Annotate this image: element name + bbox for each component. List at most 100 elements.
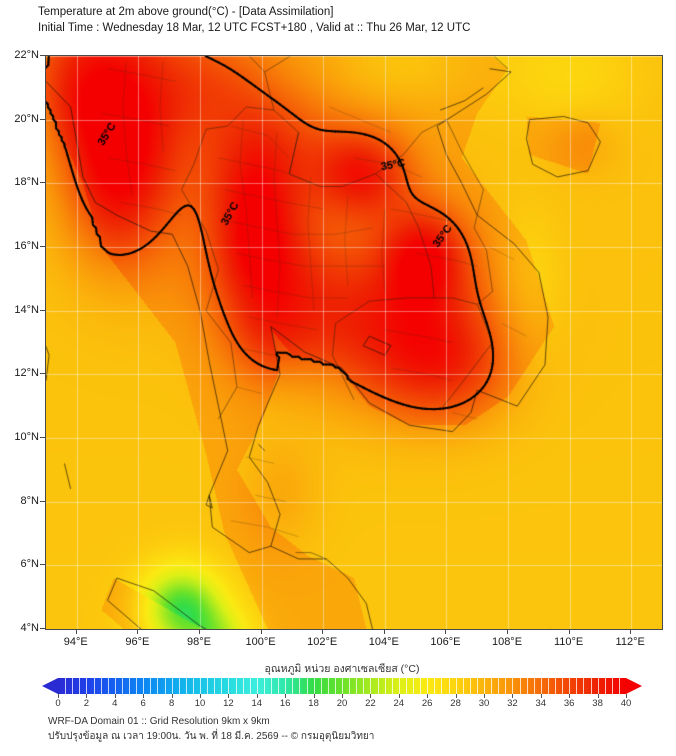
colorbar-tick-mark [313,694,315,698]
colorbar-tick-label: 8 [168,698,175,709]
colorbar-tick-mark [569,694,571,698]
colorbar-separator [476,678,478,694]
colorbar-separator [583,678,585,694]
colorbar-separator [157,678,159,694]
colorbar-separator [86,678,88,694]
colorbar-separator [171,678,173,694]
colorbar-separator [469,678,471,694]
colorbar-bar-area[interactable]: 0 2 4 6 8 10 12 14 16 18 20 22 24 26 28 30 32 34 36 38 40 [42,678,642,709]
longitude-tick-mark [507,629,508,634]
colorbar-body[interactable] [58,678,626,694]
colorbar-separator [185,678,187,694]
longitude-tick-label: 112°E [615,636,645,648]
colorbar-tick-label: 0 [55,698,61,709]
colorbar-separator [228,678,230,694]
colorbar-tick-mark [143,694,145,698]
colorbar-tick-label: 4 [112,698,118,709]
colorbar-separator [221,678,223,694]
colorbar-separator [313,678,315,694]
colorbar-separator [398,678,400,694]
colorbar-separator [363,678,365,694]
colorbar-separator [178,678,180,694]
colorbar-extend-high-arrow [626,678,642,694]
longitude-tick-mark [630,629,632,634]
latitude-tick-label: 4°N [20,622,39,634]
colorbar-tick-mark [114,694,116,698]
longitude-tick-label: 106°E [430,636,461,648]
colorbar-tick-label: 6 [140,698,146,709]
colorbar-separator [555,678,556,694]
latitude-tick-label: 18°N [14,176,39,189]
longitude-tick-mark [260,629,262,634]
latitude-tick-mark [40,500,45,502]
longitude-tick-label: 108°E [491,636,523,648]
colorbar-separator [356,678,358,694]
chart-title-block: Temperature at 2m above ground(°C) - [Da… [38,4,658,36]
colorbar-tick-mark [86,694,88,698]
colorbar-separator [100,678,102,694]
latitude-tick-mark [40,246,45,247]
colorbar-separator [547,678,549,694]
longitude-tick-label: 98°E [187,636,211,648]
colorbar-tick-label: 28 [450,698,461,709]
colorbar-separator [540,678,542,694]
colorbar-separator [334,678,336,694]
footer-line-1: WRF-DA Domain 01 :: Grid Resolution 9km … [48,716,270,727]
footer-line-2: ปรับปรุงข้อมูล ณ เวลา 19:00น. วัน พ. ที่… [48,731,375,742]
colorbar-tick-mark [58,694,59,698]
colorbar-tick-label: 30 [478,698,490,709]
latitude-tick-label: 10°N [14,431,39,443]
colorbar-separator [512,678,514,694]
colorbar-tick-label: 38 [592,698,603,709]
contour-35c-overlay [46,56,662,629]
longitude-tick-label: 96°E [125,636,150,648]
colorbar-tick-label: 26 [421,698,433,709]
colorbar-tick-label: 14 [251,698,263,709]
colorbar-separator [107,678,109,694]
colorbar-separator [604,678,606,694]
colorbar-tick-mark [370,694,372,698]
colorbar-tick-mark [200,694,201,698]
latitude-tick-label: 14°N [14,303,39,316]
temperature-map[interactable] [45,55,663,630]
colorbar-separator [292,678,294,694]
colorbar-separator [256,678,258,694]
colorbar-tick-mark [626,694,627,698]
colorbar-separator [263,678,265,694]
latitude-tick-label: 12°N [14,367,39,380]
latitude-tick-mark [40,309,45,311]
longitude-tick-mark [383,629,385,634]
colorbar-separator [242,678,244,694]
colorbar-tick-mark [597,694,599,698]
colorbar-separator [562,678,564,694]
colorbar-separator [207,678,209,694]
colorbar-separator [129,678,130,694]
colorbar-separator [391,678,393,694]
colorbar-separator [65,678,67,694]
colorbar-separator [327,678,329,694]
colorbar-tick-mark [427,694,429,698]
colorbar-separator [491,678,493,694]
colorbar-separator [164,678,166,694]
colorbar-separator [136,678,138,694]
colorbar-separator [114,678,116,694]
longitude-tick-mark [75,629,77,634]
colorbar-tick-label: 2 [83,698,90,709]
colorbar-tick-label: 36 [563,698,575,709]
colorbar-tick-label: 18 [308,698,319,709]
colorbar-tick-mark [484,694,485,698]
longitude-tick-mark [322,629,324,634]
colorbar-separator [306,678,308,694]
colorbar-separator [143,678,145,694]
colorbar-tick-mark [256,694,258,698]
colorbar-separator [484,678,485,694]
colorbar-separator [611,678,613,694]
colorbar-separator [192,678,194,694]
colorbar-separator [342,678,343,694]
colorbar[interactable]: อุณหภูมิ หน่วย องศาเซลเซียส (°C) 0 2 4 6 8 10… [42,660,642,710]
colorbar-tick-mark [398,694,400,698]
colorbar-separator [384,678,386,694]
colorbar-tick-label: 34 [535,698,547,709]
colorbar-tick-label: 10 [194,698,206,709]
colorbar-separator [597,678,599,694]
